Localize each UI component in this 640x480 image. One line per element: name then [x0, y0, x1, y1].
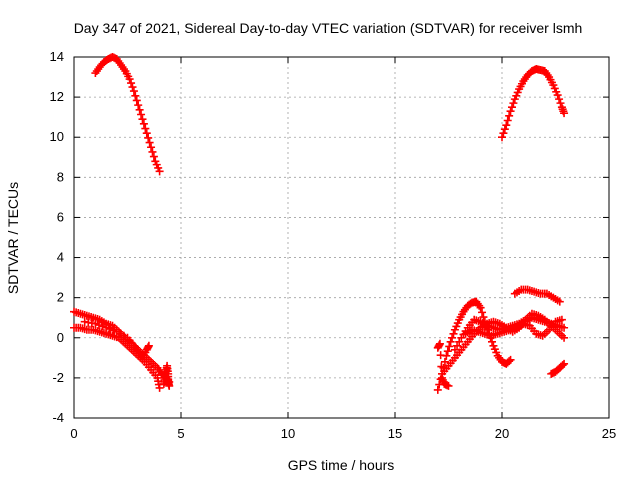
y-tick-label: 10: [50, 129, 64, 144]
data-point: [94, 321, 103, 330]
axis-ticks: [73, 56, 610, 419]
data-point: [560, 323, 569, 332]
data-point: [507, 103, 516, 112]
series-arc-11: [510, 285, 564, 306]
data-point: [445, 342, 454, 351]
data-point: [148, 147, 157, 156]
data-point: [453, 341, 462, 350]
data-point: [147, 143, 156, 152]
x-tick-label: 5: [177, 426, 184, 441]
data-point: [478, 308, 487, 317]
data-points: [70, 53, 569, 394]
x-tick-label: 10: [281, 426, 295, 441]
series-arc-10: [461, 315, 566, 340]
series-arc-12: [433, 339, 453, 390]
data-point: [433, 385, 442, 394]
data-point: [102, 323, 111, 332]
data-point: [129, 87, 138, 96]
y-axis-label: SDTVAR / TECUs: [5, 182, 21, 294]
data-point: [142, 129, 151, 138]
data-point: [502, 121, 511, 130]
data-point: [560, 109, 569, 118]
y-tick-label: 14: [50, 49, 64, 64]
data-point: [555, 297, 564, 306]
y-tick-label: 8: [57, 169, 64, 184]
x-tick-label: 15: [388, 426, 402, 441]
data-point: [435, 339, 444, 348]
data-point: [141, 124, 150, 133]
data-point: [436, 351, 445, 360]
x-axis-label: GPS time / hours: [288, 457, 395, 473]
data-point: [132, 96, 141, 105]
y-tick-labels: -4 -2 0 2 4 6 8 10 12 14: [50, 49, 64, 425]
data-point: [556, 99, 565, 108]
x-tick-labels: 0 5 10 15 20 25: [70, 426, 616, 441]
data-point: [155, 167, 164, 176]
data-point: [149, 152, 158, 161]
data-point: [134, 101, 143, 110]
x-tick-label: 0: [70, 426, 77, 441]
series-arc-6: [159, 361, 174, 390]
plot-frame: [73, 56, 610, 419]
data-point: [498, 133, 506, 142]
grid: [74, 57, 609, 418]
data-point: [98, 322, 107, 331]
data-point: [135, 105, 144, 114]
data-point: [165, 381, 174, 390]
data-point: [560, 333, 569, 342]
data-point: [155, 383, 164, 392]
x-tick-label: 20: [495, 426, 509, 441]
data-point: [455, 337, 464, 346]
data-point: [558, 361, 567, 370]
data-point: [500, 125, 509, 134]
data-point: [144, 341, 153, 350]
series-arc-1: [91, 53, 164, 176]
data-point: [560, 359, 569, 368]
data-point: [509, 99, 518, 108]
y-tick-label: 2: [57, 290, 64, 305]
data-point: [506, 355, 515, 364]
data-point: [506, 107, 515, 116]
data-point: [446, 337, 455, 346]
data-point: [105, 325, 114, 334]
y-tick-label: 6: [57, 209, 64, 224]
data-point: [138, 115, 147, 124]
y-tick-label: 4: [57, 250, 64, 265]
data-point: [503, 116, 512, 125]
data-point: [145, 138, 154, 147]
data-point: [137, 110, 146, 119]
x-tick-label: 25: [602, 426, 616, 441]
data-point: [443, 347, 452, 356]
series-arc-13: [547, 359, 569, 378]
data-point: [444, 381, 453, 390]
data-point: [499, 129, 508, 138]
data-point: [139, 119, 148, 128]
data-point: [555, 95, 564, 104]
chart-title: Day 347 of 2021, Sidereal Day-to-day VTE…: [74, 20, 583, 36]
data-point: [448, 333, 457, 342]
series-arc-2: [498, 65, 569, 142]
y-tick-label: 0: [57, 330, 64, 345]
y-tick-label: -2: [52, 370, 64, 385]
data-point: [505, 357, 514, 366]
data-point: [109, 326, 118, 335]
data-point: [128, 83, 137, 92]
y-tick-label: -4: [52, 410, 64, 425]
data-point: [437, 362, 446, 371]
data-point: [505, 111, 514, 120]
data-point: [91, 319, 100, 328]
data-point: [476, 303, 485, 312]
data-point: [131, 91, 140, 100]
data-point: [125, 75, 134, 84]
data-point: [449, 329, 458, 338]
data-point: [553, 91, 562, 100]
data-point: [127, 79, 136, 88]
y-tick-label: 12: [50, 89, 64, 104]
data-point: [450, 345, 459, 354]
data-point: [557, 315, 566, 324]
data-point: [144, 133, 153, 142]
series-arc-5: [80, 317, 153, 362]
data-point: [440, 357, 449, 366]
